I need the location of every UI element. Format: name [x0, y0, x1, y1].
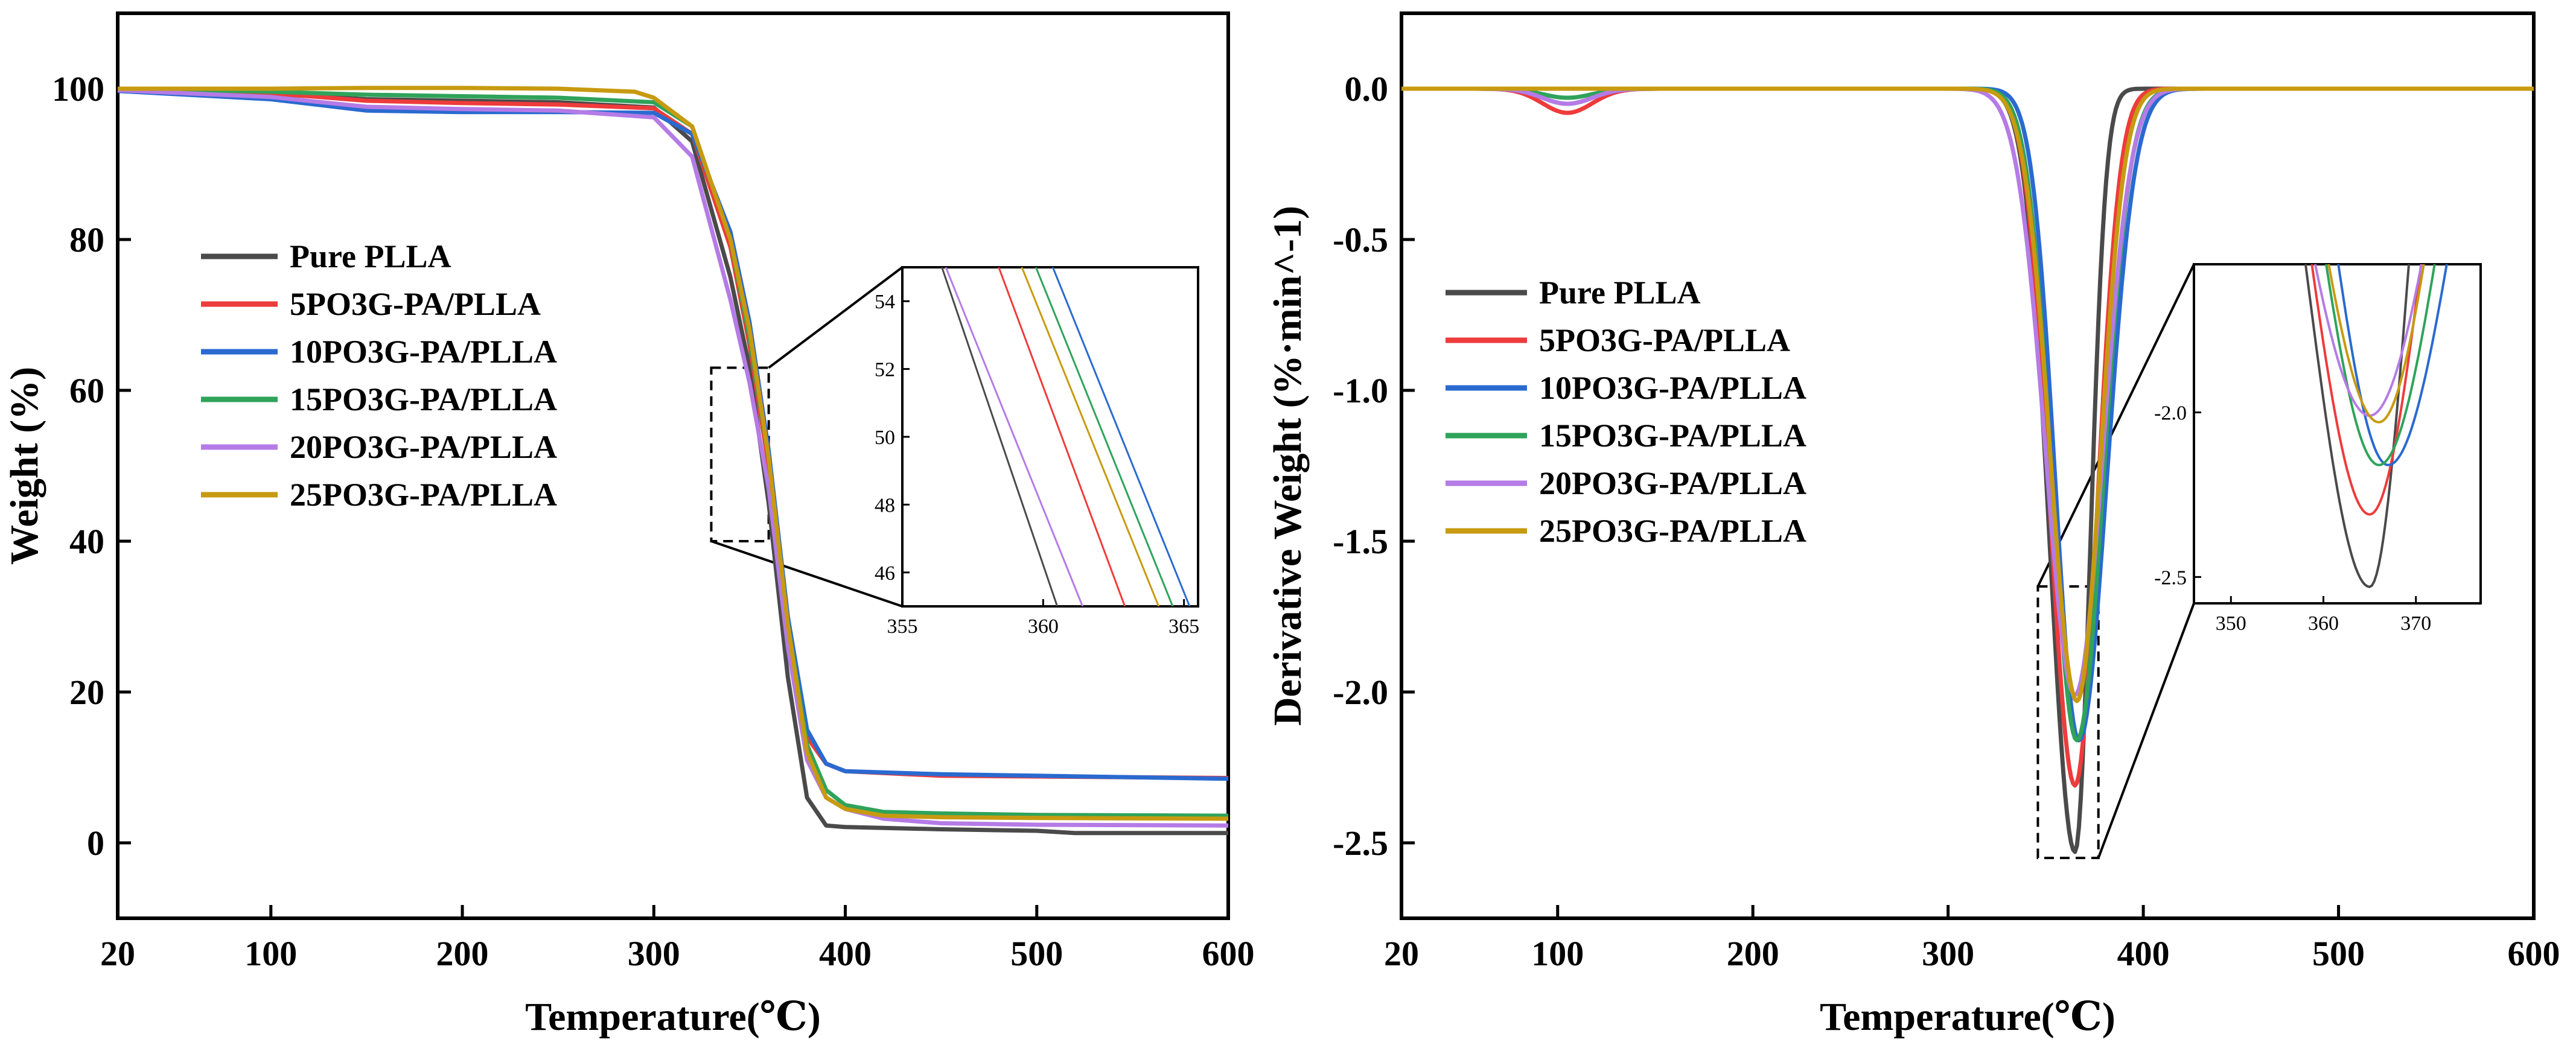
- dtg-x-tick-label: 600: [2508, 934, 2560, 973]
- dtg-zoom-connector: [2036, 264, 2195, 587]
- tga-inset-x-tick-label: 360: [1028, 615, 1059, 638]
- tga-x-tick-label: 20: [100, 934, 135, 973]
- dtg-legend-label: 15PO3G-PA/PLLA: [1539, 418, 1806, 454]
- tga-x-tick-label: 300: [628, 934, 680, 973]
- dtg-inset-x-tick-label: 360: [2308, 612, 2339, 635]
- dtg-zoom-connector: [2097, 603, 2195, 859]
- tga-inset-line-10po3g-pa-plla: [1051, 267, 1191, 606]
- dtg-inset-line-20po3g-pa-plla: [2313, 264, 2423, 418]
- tga-zoom-connector: [768, 266, 904, 369]
- dtg-x-tick-label: 400: [2117, 934, 2170, 973]
- dtg-inset-line-25po3g-pa-plla: [2327, 264, 2425, 424]
- dtg-legend-label: 20PO3G-PA/PLLA: [1539, 465, 1806, 501]
- tga-inset-frame: [901, 266, 1199, 608]
- tga-legend-label: 15PO3G-PA/PLLA: [290, 381, 557, 418]
- tga-x-tick-label: 200: [436, 934, 489, 973]
- dtg-plot-frame: [1400, 11, 2536, 920]
- dtg-y-tick-label: -2.5: [1333, 824, 1388, 863]
- tga-inset-line-pure-plla: [940, 267, 1059, 606]
- dtg-legend-label: 5PO3G-PA/PLLA: [1539, 322, 1790, 358]
- tga-tick-group: 20 100 200 300 400 500 600 0 20 40 60 80 100: [52, 69, 1255, 973]
- dtg-inset-line-15po3g-pa-plla: [2325, 264, 2436, 466]
- tga-inset-y-tick-label: 52: [875, 359, 895, 381]
- tga-inset: 355 360 365 46 48 50 52 54: [875, 266, 1199, 638]
- tga-line-25po3g-pa-plla: [118, 86, 1229, 821]
- tga-plot-frame: [116, 11, 1230, 920]
- tga-legend-label: 10PO3G-PA/PLLA: [290, 334, 557, 370]
- tga-y-tick-label: 60: [69, 371, 104, 410]
- tga-x-axis-label: Temperature(℃): [525, 995, 821, 1039]
- dtg-x-tick-label: 100: [1531, 934, 1584, 973]
- dtg-x-tick-label: 300: [1922, 934, 1974, 973]
- dtg-series-group: [1401, 86, 2534, 854]
- dtg-inset-line-10po3g-pa-plla: [2337, 264, 2448, 466]
- dtg-line-25po3g-pa-plla: [1401, 86, 2534, 703]
- dtg-inset: 350 360 370 -2.0 -2.5: [2154, 263, 2482, 635]
- tga-legend-label: 25PO3G-PA/PLLA: [290, 477, 557, 513]
- tga-zoom-connector: [710, 540, 903, 608]
- dtg-inset-y-tick-label: -2.5: [2154, 567, 2187, 589]
- dtg-y-axis-label: Derivative Weight (%·min^-1): [1266, 206, 1310, 726]
- dtg-legend-label: Pure PLLA: [1539, 275, 1701, 311]
- dtg-tick-group: 20 100 200 300 400 500 600 0.0 -0.5 -1.0 -1.5 -2.0 -…: [1333, 69, 2560, 973]
- tga-x-tick-label: 500: [1010, 934, 1063, 973]
- tga-chart: 20 100 200 300 400 500 600 0 20 40 60 80 100 Pure PL…: [2, 11, 1255, 1039]
- tga-legend-label: Pure PLLA: [290, 238, 451, 275]
- tga-inset-y-tick-label: 46: [875, 562, 895, 585]
- tga-line-20po3g-pa-plla: [117, 88, 1229, 828]
- dtg-y-tick-label: 0.0: [1345, 69, 1389, 109]
- dtg-x-tick-label: 500: [2312, 934, 2365, 973]
- tga-inset-y-tick-label: 48: [875, 494, 895, 516]
- tga-inset-line-20po3g-pa-plla: [945, 267, 1084, 606]
- dtg-inset-line-5po3g-pa-plla: [2310, 264, 2423, 516]
- dtg-x-tick-label: 200: [1727, 934, 1779, 973]
- tga-inset-lines: [940, 267, 1191, 606]
- dtg-legend: Pure PLLA 5PO3G-PA/PLLA 10PO3G-PA/PLLA 15PO…: [1446, 275, 1806, 549]
- tga-inset-x-tick-label: 355: [887, 615, 918, 638]
- dtg-y-tick-label: -2.0: [1333, 673, 1388, 712]
- tga-y-tick-label: 20: [69, 673, 104, 712]
- tga-inset-line-15po3g-pa-plla: [1035, 267, 1174, 606]
- tga-legend-label: 5PO3G-PA/PLLA: [290, 286, 541, 322]
- dtg-inset-frame: [2193, 263, 2482, 605]
- dtg-y-tick-label: -1.5: [1333, 522, 1388, 561]
- dtg-legend-label: 25PO3G-PA/PLLA: [1539, 513, 1806, 549]
- dtg-zoom-box: [2036, 585, 2100, 859]
- dtg-zoom-box-group: [2036, 264, 2195, 859]
- tga-y-axis-label: Weight (%): [2, 367, 46, 565]
- tga-series-group: [117, 86, 1229, 836]
- tga-y-tick-label: 80: [69, 220, 104, 259]
- dtg-x-axis-label: Temperature(℃): [1820, 995, 2115, 1039]
- tga-inset-line-5po3g-pa-plla: [998, 267, 1126, 606]
- tga-y-tick-label: 100: [52, 69, 104, 109]
- tga-y-tick-label: 40: [69, 522, 104, 561]
- tga-inset-x-tick-label: 365: [1168, 615, 1199, 638]
- dtg-inset-lines: [2304, 264, 2448, 588]
- dtg-inset-y-tick-label: -2.0: [2154, 402, 2187, 425]
- tga-inset-line-25po3g-pa-plla: [1021, 267, 1160, 606]
- tga-x-tick-label: 100: [244, 934, 297, 973]
- dtg-x-tick-label: 20: [1384, 934, 1419, 973]
- tga-inset-y-tick-label: 54: [875, 291, 895, 313]
- dtg-legend-label: 10PO3G-PA/PLLA: [1539, 370, 1806, 406]
- dtg-inset-x-tick-label: 370: [2400, 612, 2431, 635]
- dtg-y-tick-label: -1.0: [1333, 371, 1388, 410]
- dtg-inset-line-pure-plla: [2304, 264, 2411, 588]
- tga-x-tick-label: 400: [819, 934, 872, 973]
- tga-legend-label: 20PO3G-PA/PLLA: [290, 429, 557, 465]
- dtg-inset-x-tick-label: 350: [2216, 612, 2246, 635]
- tga-y-tick-label: 0: [87, 824, 104, 863]
- tga-x-tick-label: 600: [1202, 934, 1255, 973]
- tga-inset-y-tick-label: 50: [875, 427, 895, 449]
- tga-legend: Pure PLLA 5PO3G-PA/PLLA 10PO3G-PA/PLLA 15PO…: [201, 238, 557, 513]
- dtg-chart: 20 100 200 300 400 500 600 0.0 -0.5 -1.0 -1.5 -2.0 -…: [1266, 11, 2560, 1039]
- dtg-y-tick-label: -0.5: [1333, 220, 1388, 259]
